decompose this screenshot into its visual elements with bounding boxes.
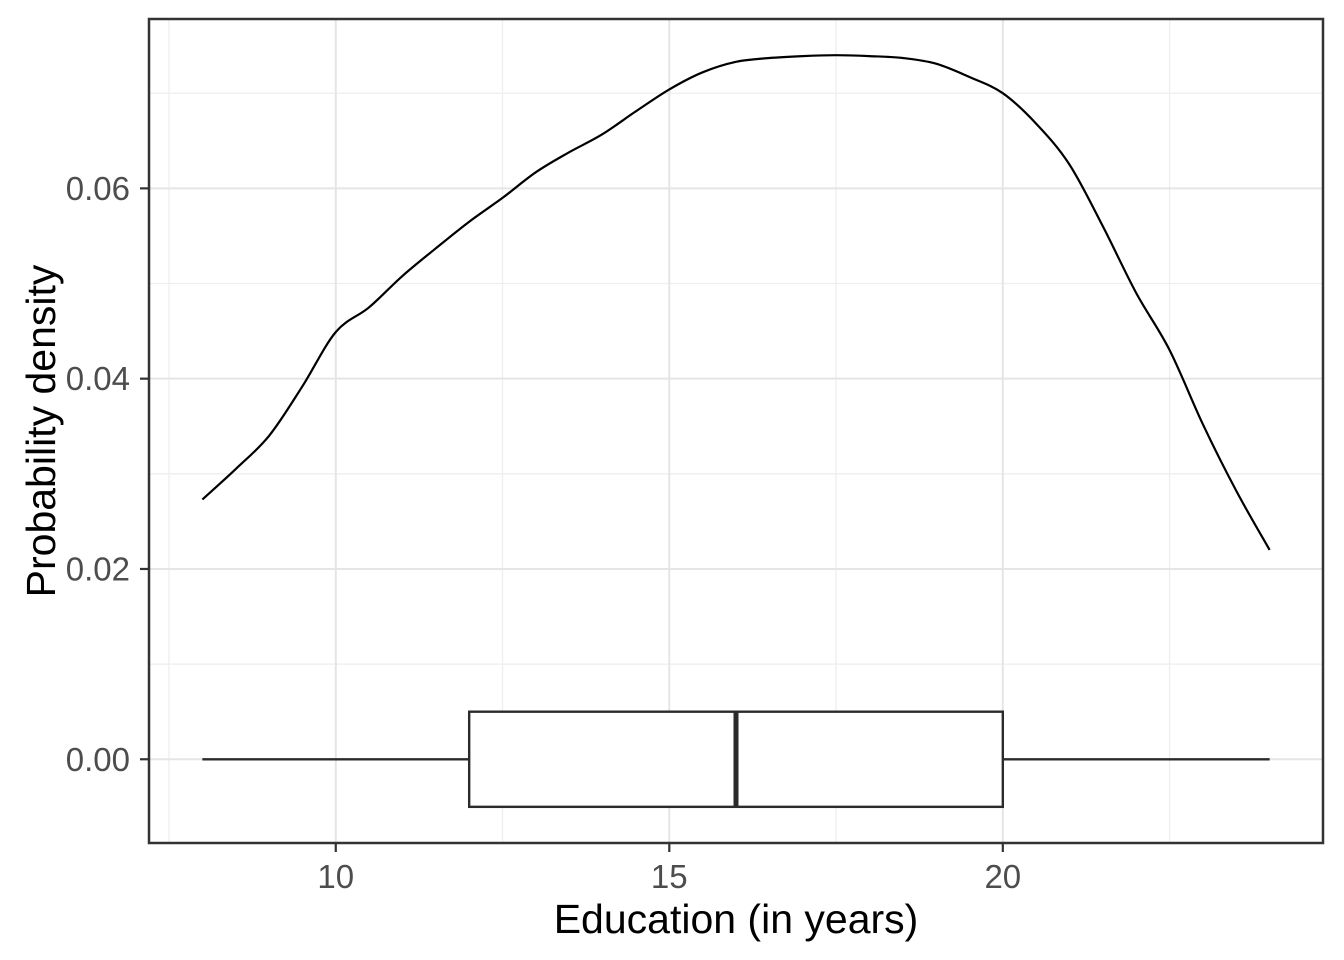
y-axis-tick-label: 0.00 xyxy=(66,741,130,778)
x-axis-tick-label: 10 xyxy=(317,858,354,895)
plot-panel: 10 15 20 0.00 0.02 0.04 0.06 xyxy=(66,17,1325,895)
panel-border xyxy=(147,17,1325,845)
panel-background xyxy=(149,19,1323,843)
y-axis-title: Probability density xyxy=(18,264,64,597)
x-axis-title: Education (in years) xyxy=(554,896,919,942)
y-axis-tick-label: 0.04 xyxy=(66,360,130,397)
density-curve xyxy=(201,54,1271,551)
x-axis-tick-label: 15 xyxy=(651,858,688,895)
x-axis-tick-label: 20 xyxy=(984,858,1021,895)
y-axis-tick-label: 0.02 xyxy=(66,550,130,587)
y-axis-tick-label: 0.06 xyxy=(66,170,130,207)
